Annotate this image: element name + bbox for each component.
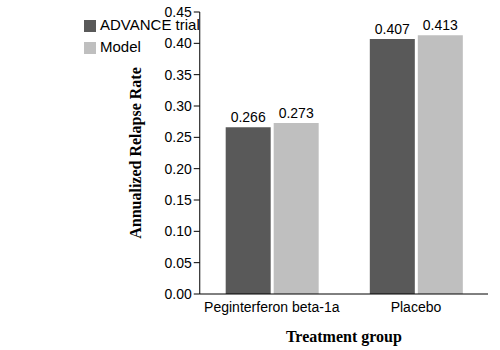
svg-text:Annualized Relapse Rate: Annualized Relapse Rate: [127, 67, 145, 239]
svg-text:0.273: 0.273: [279, 105, 314, 121]
svg-text:0.10: 0.10: [165, 223, 192, 239]
svg-text:0.413: 0.413: [423, 17, 458, 33]
svg-text:0.25: 0.25: [165, 129, 192, 145]
svg-text:0.15: 0.15: [165, 192, 192, 208]
svg-text:0.45: 0.45: [165, 4, 192, 20]
svg-text:0.35: 0.35: [165, 67, 192, 83]
svg-text:0.20: 0.20: [165, 161, 192, 177]
svg-text:0.30: 0.30: [165, 98, 192, 114]
svg-text:Placebo: Placebo: [391, 299, 442, 315]
svg-text:0.407: 0.407: [375, 21, 410, 37]
svg-text:Peginterferon beta-1a: Peginterferon beta-1a: [204, 299, 340, 315]
html-text:Model: Model: [100, 38, 141, 55]
svg-text:0.00: 0.00: [165, 286, 192, 302]
svg-text:0.05: 0.05: [165, 255, 192, 271]
html-text:ADVANCE trial: ADVANCE trial: [100, 16, 200, 33]
svg-text:Treatment group: Treatment group: [286, 328, 402, 346]
svg-text:0.266: 0.266: [231, 109, 266, 125]
svg-text:0.40: 0.40: [165, 35, 192, 51]
